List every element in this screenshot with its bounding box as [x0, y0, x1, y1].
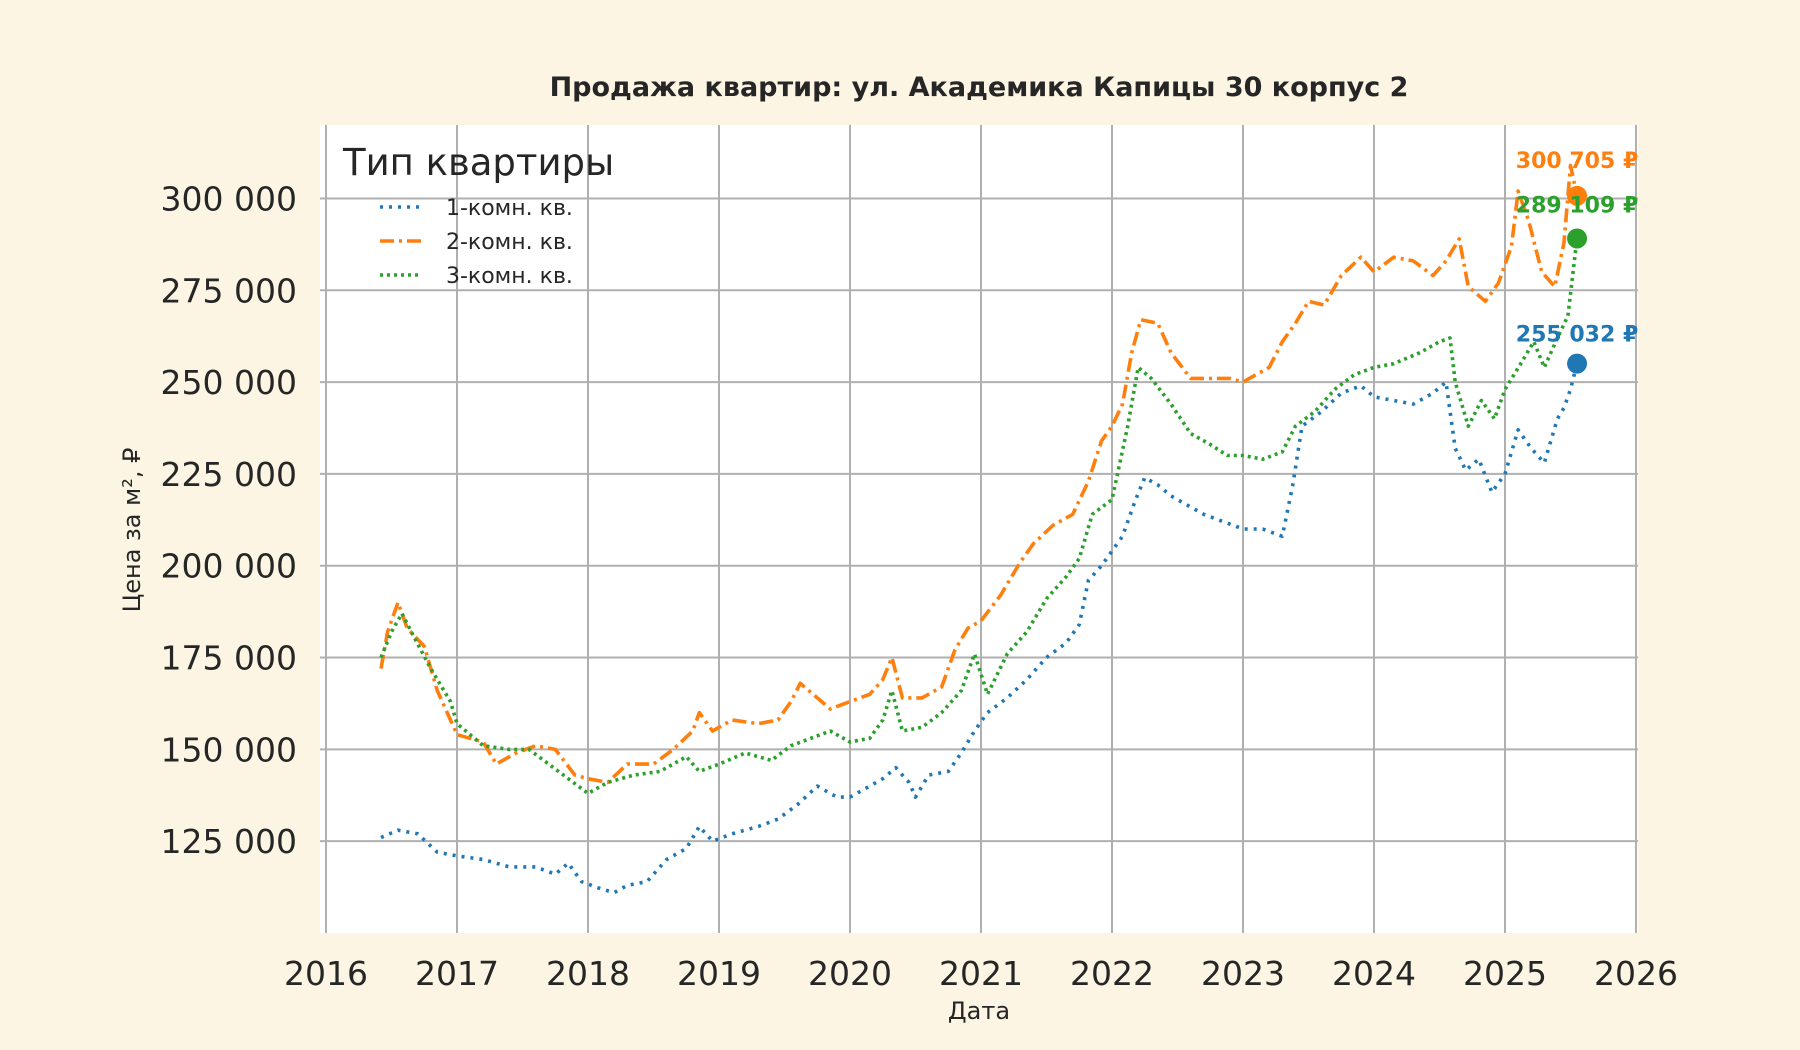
y-tick-label: 200 000 — [161, 547, 297, 586]
series-layer — [379, 163, 1579, 895]
series-end-point-3 — [1567, 228, 1588, 249]
legend: Тип квартиры 1-комн. кв. 2-комн. кв. 3-ком… — [342, 141, 614, 289]
x-tick-label: 2024 — [1332, 954, 1416, 993]
series-end-label-1: 255 032 ₽ — [1516, 323, 1638, 348]
x-tick-label: 2020 — [808, 954, 892, 993]
y-axis-ticks: 125 000 150 000 175 000 200 000 225 000 250 0… — [161, 179, 297, 861]
y-tick-label: 225 000 — [161, 455, 297, 494]
grid-lines — [320, 125, 1638, 933]
y-tick-label: 150 000 — [161, 730, 297, 769]
y-tick-label: 175 000 — [161, 639, 297, 678]
legend-entry-3: 3-комн. кв. — [446, 264, 573, 289]
end-points: 255 032 ₽ 300 705 ₽ 289 109 ₽ — [1516, 149, 1638, 374]
x-tick-label: 2026 — [1594, 954, 1678, 993]
y-tick-label: 250 000 — [161, 363, 297, 402]
y-axis-label: Цена за м², ₽ — [118, 448, 146, 613]
y-tick-label: 300 000 — [161, 179, 297, 218]
legend-entry-1: 1-комн. кв. — [446, 196, 573, 221]
series-line-2 — [379, 163, 1579, 785]
series-line-3 — [379, 238, 1579, 796]
legend-title: Тип квартиры — [342, 141, 614, 184]
x-tick-label: 2017 — [415, 954, 499, 993]
legend-entry-2: 2-комн. кв. — [446, 230, 573, 255]
x-tick-label: 2023 — [1201, 954, 1285, 993]
series-end-label-2: 300 705 ₽ — [1516, 149, 1638, 174]
series-end-point-2 — [1567, 185, 1588, 206]
y-tick-label: 125 000 — [161, 822, 297, 861]
plot-area — [320, 125, 1638, 933]
series-end-label-3: 289 109 ₽ — [1516, 193, 1638, 218]
x-tick-label: 2019 — [677, 954, 761, 993]
y-tick-label: 275 000 — [161, 271, 297, 310]
x-tick-label: 2022 — [1070, 954, 1154, 993]
x-tick-label: 2018 — [546, 954, 630, 993]
series-line-1 — [380, 363, 1579, 895]
x-tick-label: 2016 — [284, 954, 368, 993]
x-axis-ticks: 2016 2017 2018 2019 2020 2021 2022 2023 2024 2025… — [284, 954, 1678, 993]
chart-title: Продажа квартир: ул. Академика Капицы 30… — [550, 72, 1409, 103]
x-tick-label: 2021 — [939, 954, 1023, 993]
x-tick-label: 2025 — [1463, 954, 1547, 993]
x-axis-label: Дата — [948, 997, 1010, 1025]
series-end-point-1 — [1567, 353, 1588, 374]
